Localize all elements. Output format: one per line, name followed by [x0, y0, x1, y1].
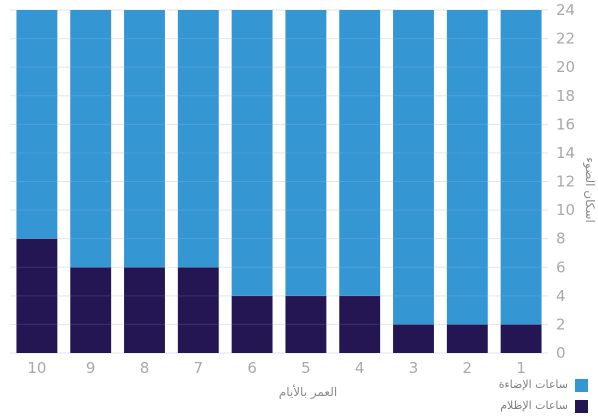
y-tick-label-8: 8 [556, 230, 566, 248]
bar-1-series-0 [500, 324, 542, 353]
y-tick-label-20: 20 [556, 58, 575, 76]
y-tick-label-14: 14 [556, 144, 575, 162]
bar-5-series-0 [285, 295, 327, 353]
y-tick-label-6: 6 [556, 258, 566, 276]
legend: ساعات الإضاءة ساعات الإظلام [462, 377, 588, 419]
x-tick-label-1: 1 [516, 359, 526, 377]
x-tick-label-10: 10 [27, 359, 46, 377]
y-tick-label-12: 12 [556, 173, 575, 191]
y-tick-label-22: 22 [556, 30, 575, 48]
bar-6-series-0 [231, 295, 273, 353]
bar-7-series-0 [177, 267, 219, 353]
bar-1-series-1 [500, 10, 542, 325]
x-tick-label-2: 2 [463, 359, 473, 377]
bar-7-series-1 [177, 10, 219, 268]
bar-4-series-0 [339, 295, 381, 353]
bar-10-series-1 [16, 10, 58, 239]
bar-9-series-1 [70, 10, 112, 268]
legend-item-dark: ساعات الإظلام [462, 398, 588, 417]
legend-label-dark: ساعات الإظلام [500, 399, 568, 412]
bar-2-series-1 [446, 10, 488, 325]
y-tick-label-2: 2 [556, 315, 566, 333]
legend-label-light: ساعات الإضاءة [498, 378, 568, 391]
y-tick-label-4: 4 [556, 287, 566, 305]
legend-swatch-light [575, 379, 588, 392]
x-tick-label-9: 9 [86, 359, 96, 377]
bar-8-series-1 [124, 10, 165, 268]
bar-3-series-0 [393, 324, 434, 353]
bar-6-series-1 [231, 10, 273, 296]
y-axis-title: اسكان الضوء [582, 157, 597, 223]
bar-2-series-0 [446, 324, 488, 353]
bar-4-series-1 [339, 10, 381, 296]
y-tick-label-18: 18 [556, 87, 575, 105]
bar-5-series-1 [285, 10, 327, 296]
x-tick-label-3: 3 [409, 359, 419, 377]
bar-9-series-0 [70, 267, 112, 353]
x-tick-label-6: 6 [247, 359, 257, 377]
bars [10, 10, 548, 353]
y-tick-label-0: 0 [556, 344, 566, 362]
bar-3-series-1 [393, 10, 434, 325]
y-tick-label-10: 10 [556, 201, 575, 219]
bar-10-series-0 [16, 238, 58, 353]
y-tick-label-16: 16 [556, 115, 575, 133]
legend-swatch-dark [575, 400, 588, 413]
x-tick-label-7: 7 [194, 359, 204, 377]
bar-8-series-0 [124, 267, 165, 353]
x-tick-label-5: 5 [301, 359, 311, 377]
x-tick-label-4: 4 [355, 359, 365, 377]
legend-item-light: ساعات الإضاءة [462, 377, 588, 396]
x-tick-labels: 10 9 8 7 6 5 4 3 2 1 [27, 359, 526, 377]
y-tick-label-24: 24 [556, 1, 575, 19]
x-axis-title: العمر بالأيام [279, 384, 337, 400]
x-tick-label-8: 8 [140, 359, 150, 377]
